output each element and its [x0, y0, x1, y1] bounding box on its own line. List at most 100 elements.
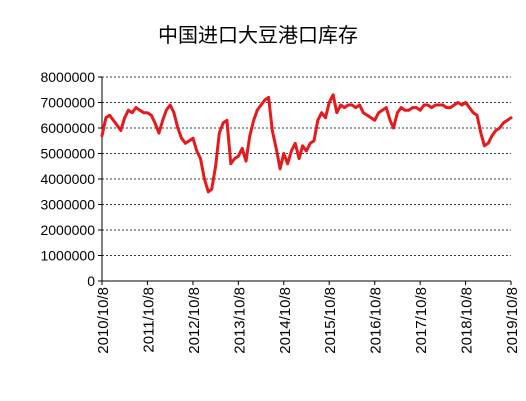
y-tick-label: 3000000 — [40, 197, 95, 213]
data-point — [316, 119, 320, 122]
data-point — [449, 106, 452, 109]
data-point — [388, 119, 392, 122]
data-point — [263, 98, 267, 102]
data-point — [274, 147, 278, 150]
data-point — [301, 144, 304, 148]
data-point — [248, 134, 252, 137]
data-point — [282, 152, 286, 155]
data-point — [346, 103, 350, 107]
data-point — [426, 103, 430, 107]
data-point — [354, 106, 358, 109]
y-tick-label: 5000000 — [40, 146, 95, 162]
x-tick-label: 2016/10/8 — [368, 287, 385, 354]
data-point — [229, 162, 233, 165]
data-point — [430, 106, 433, 109]
data-point — [475, 114, 479, 117]
data-point — [240, 147, 244, 150]
data-point — [237, 154, 240, 158]
data-point — [392, 126, 395, 130]
data-point — [286, 162, 289, 165]
data-point — [403, 108, 407, 112]
data-point — [486, 142, 490, 145]
x-tick-label: 2014/10/8 — [277, 287, 294, 354]
data-point — [490, 134, 494, 137]
data-point — [327, 101, 331, 104]
data-point — [509, 116, 513, 120]
data-point — [134, 106, 138, 109]
data-point — [456, 101, 460, 104]
data-point — [146, 111, 149, 114]
y-tick-label: 8000000 — [40, 69, 95, 85]
data-point — [168, 103, 172, 107]
data-point — [207, 190, 210, 194]
data-point — [112, 119, 115, 122]
data-point — [297, 157, 301, 160]
data-point — [218, 131, 221, 135]
data-point — [407, 108, 411, 112]
data-point — [123, 116, 126, 120]
x-tick-label: 2012/10/8 — [186, 287, 203, 354]
data-point — [233, 157, 236, 160]
data-point — [172, 111, 176, 114]
data-point — [127, 108, 130, 112]
data-point — [214, 165, 217, 168]
data-point — [483, 144, 486, 148]
data-point — [377, 111, 380, 114]
y-tick-label: 4000000 — [40, 171, 95, 187]
data-point — [119, 129, 123, 132]
x-tick-label: 2015/10/8 — [322, 287, 339, 354]
data-point — [498, 126, 501, 130]
data-point — [108, 114, 111, 117]
chart-title: 中国进口大豆港口库存 — [158, 23, 358, 47]
data-point — [290, 149, 293, 153]
x-tick-label: 2017/10/8 — [413, 287, 430, 354]
data-point — [381, 108, 384, 112]
data-point — [468, 106, 471, 109]
data-point — [399, 106, 403, 109]
y-tick-label: 1000000 — [40, 248, 95, 264]
data-point — [104, 116, 108, 120]
data-point — [191, 136, 195, 140]
data-point — [471, 111, 475, 114]
data-point — [335, 111, 339, 114]
data-point — [434, 103, 437, 107]
data-point — [252, 119, 255, 122]
y-tick-label: 0 — [87, 273, 95, 289]
data-point — [116, 124, 119, 127]
data-point — [365, 114, 369, 117]
data-point — [479, 131, 483, 135]
data-point — [415, 106, 418, 109]
data-point — [187, 139, 191, 143]
data-point — [278, 167, 282, 171]
data-point — [221, 121, 225, 125]
x-tick-label: 2013/10/8 — [231, 287, 248, 354]
data-point — [362, 111, 365, 114]
data-point — [130, 111, 134, 114]
data-point — [100, 134, 104, 137]
data-point — [244, 159, 248, 163]
data-point — [176, 126, 180, 130]
series-layer — [100, 93, 513, 194]
data-point — [373, 119, 377, 122]
data-point — [411, 106, 414, 109]
data-point — [138, 108, 142, 112]
data-point — [199, 157, 202, 160]
data-point — [418, 108, 422, 112]
y-tick-label: 2000000 — [40, 222, 95, 238]
data-point — [153, 121, 157, 125]
y-tick-label: 7000000 — [40, 95, 95, 111]
data-point — [259, 103, 263, 107]
data-point — [157, 131, 161, 135]
x-tick-label: 2019/10/8 — [504, 287, 521, 354]
data-point — [150, 114, 153, 117]
data-point — [464, 101, 467, 104]
y-tick-labels: 0 1000000 2000000 3000000 4000000 5000000 6000… — [40, 69, 95, 289]
data-point — [350, 103, 354, 107]
data-point — [324, 116, 327, 120]
data-point — [308, 142, 312, 145]
data-point — [422, 103, 426, 107]
data-point — [339, 103, 343, 107]
data-point — [210, 187, 213, 191]
data-point — [358, 103, 361, 107]
data-point — [203, 177, 206, 181]
